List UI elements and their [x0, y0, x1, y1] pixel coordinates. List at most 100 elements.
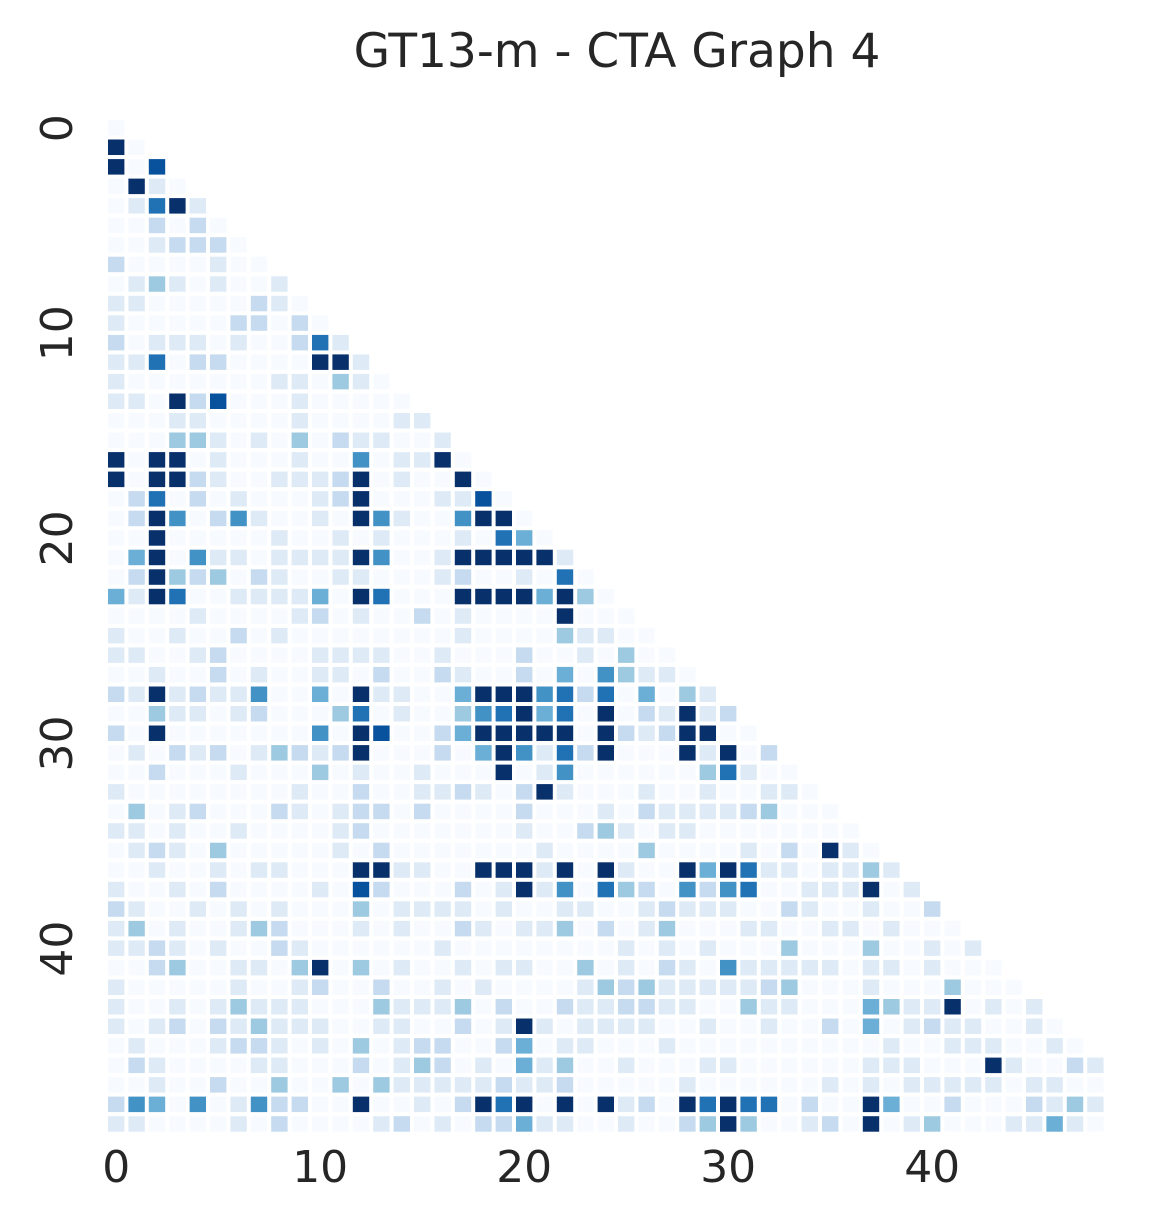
heatmap-cell: [250, 530, 268, 546]
heatmap-cell: [169, 1116, 186, 1132]
heatmap-cell: [618, 745, 635, 761]
heatmap-cell: [108, 295, 125, 312]
heatmap-cell: [352, 862, 370, 878]
heatmap-cell: [108, 1057, 125, 1074]
heatmap-cell: [740, 803, 757, 820]
heatmap-cell: [454, 608, 472, 624]
heatmap-cell: [822, 842, 839, 859]
heatmap-cell: [108, 608, 125, 624]
heatmap-cell: [842, 999, 859, 1015]
heatmap-cell: [740, 920, 757, 937]
heatmap-cell: [577, 881, 594, 898]
heatmap-cell: [189, 373, 206, 390]
heatmap-cell: [556, 1077, 574, 1093]
heatmap-cell: [414, 686, 431, 702]
heatmap-cell: [618, 862, 635, 878]
heatmap-cell: [128, 1018, 145, 1034]
heatmap-cell: [618, 999, 635, 1015]
heatmap-cell: [536, 784, 553, 800]
heatmap-cell: [618, 1018, 635, 1034]
heatmap-cell: [148, 315, 166, 331]
heatmap-cell: [495, 823, 512, 839]
heatmap-cell: [536, 901, 553, 917]
heatmap-cell: [679, 1038, 696, 1054]
heatmap-cell: [740, 1116, 757, 1132]
heatmap-cell: [128, 159, 145, 175]
heatmap-cell: [393, 1018, 410, 1034]
heatmap-cell: [352, 608, 370, 624]
heatmap-cell: [577, 784, 594, 800]
heatmap-cell: [1046, 1057, 1063, 1074]
heatmap-cell: [903, 881, 920, 898]
heatmap-cell: [414, 491, 431, 507]
heatmap-cell: [128, 334, 145, 351]
heatmap-cell: [210, 491, 227, 507]
heatmap-cell: [618, 647, 635, 663]
heatmap-cell: [454, 1057, 472, 1074]
heatmap-cell: [210, 1057, 227, 1074]
heatmap-cell: [393, 999, 410, 1015]
heatmap-cell: [536, 979, 553, 995]
heatmap-cell: [699, 764, 716, 781]
heatmap-cell: [801, 1038, 818, 1054]
heatmap-cell: [679, 1057, 696, 1074]
heatmap-cell: [393, 608, 410, 624]
heatmap-cell: [740, 842, 757, 859]
heatmap-cell: [148, 510, 166, 527]
heatmap-cell: [964, 1057, 982, 1074]
heatmap-cell: [373, 803, 390, 820]
heatmap-cell: [332, 608, 349, 624]
heatmap-cell: [169, 237, 186, 253]
heatmap-cell: [597, 842, 614, 859]
heatmap-cell: [822, 1116, 839, 1132]
heatmap-cell: [720, 979, 737, 995]
heatmap-cell: [128, 784, 145, 800]
heatmap-cell: [495, 1077, 512, 1093]
heatmap-cell: [801, 1116, 818, 1132]
heatmap-cell: [393, 530, 410, 546]
heatmap-cell: [618, 784, 635, 800]
heatmap-cell: [944, 1057, 961, 1074]
heatmap-cell: [393, 1057, 410, 1074]
heatmap-cell: [822, 1057, 839, 1074]
heatmap-cell: [475, 920, 492, 937]
heatmap-cell: [312, 940, 329, 956]
heatmap-cell: [475, 1038, 492, 1054]
heatmap-cell: [556, 1116, 574, 1132]
heatmap-cell: [781, 803, 798, 820]
heatmap-cell: [924, 1077, 941, 1093]
heatmap-cell: [556, 764, 574, 781]
heatmap-cell: [128, 647, 145, 663]
heatmap-cell: [658, 1116, 676, 1132]
heatmap-cell: [128, 959, 145, 976]
heatmap-cell: [556, 725, 574, 741]
heatmap-cell: [393, 491, 410, 507]
heatmap-cell: [454, 901, 472, 917]
heatmap-cell: [189, 1116, 206, 1132]
heatmap-cell: [577, 1018, 594, 1034]
heatmap-cell: [373, 1038, 390, 1054]
heatmap-cell: [434, 627, 451, 644]
heatmap-cell: [1066, 1116, 1084, 1132]
y-tick-label: 20: [32, 510, 83, 566]
heatmap-cell: [169, 549, 186, 566]
heatmap-cell: [516, 862, 533, 878]
heatmap-cell: [434, 510, 451, 527]
heatmap-cell: [169, 295, 186, 312]
heatmap-cell: [189, 198, 206, 214]
heatmap-cell: [332, 1096, 349, 1113]
heatmap-cell: [108, 1077, 125, 1093]
heatmap-cell: [577, 999, 594, 1015]
heatmap-cell: [291, 1018, 308, 1034]
heatmap-cell: [352, 647, 370, 663]
x-tick-label: 10: [292, 1142, 348, 1193]
heatmap-cell: [679, 1116, 696, 1132]
heatmap-cell: [618, 764, 635, 781]
heatmap-cell: [720, 1057, 737, 1074]
heatmap-cell: [495, 725, 512, 741]
heatmap-cell: [414, 940, 431, 956]
heatmap-cell: [1087, 1096, 1104, 1113]
heatmap-cell: [250, 666, 268, 683]
heatmap-cell: [210, 588, 227, 605]
heatmap-cell: [516, 1057, 533, 1074]
